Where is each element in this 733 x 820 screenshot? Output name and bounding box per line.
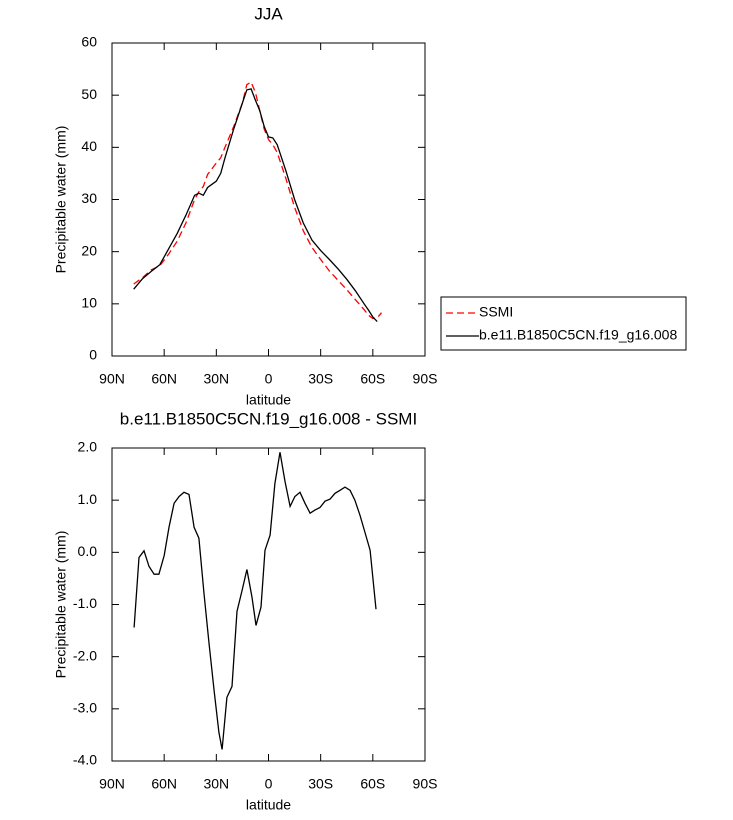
x-tick-label: 0	[265, 776, 273, 792]
y-tick-label: 0	[89, 347, 97, 363]
y-tick-label: -4.0	[73, 752, 97, 768]
x-axis-label: latitude	[246, 797, 291, 813]
chart-title: b.e11.B1850C5CN.f19_g16.008 - SSMI	[120, 409, 417, 428]
plot-frame	[111, 447, 426, 762]
y-tick-label: 0.0	[78, 543, 98, 559]
x-tick-label: 90N	[99, 776, 125, 792]
x-tick-label: 60S	[360, 371, 385, 387]
legend-box	[440, 296, 687, 351]
x-tick-label: 90N	[99, 371, 125, 387]
x-tick-label: 30S	[308, 371, 333, 387]
y-tick-label: -1.0	[73, 595, 97, 611]
x-tick-label: 30N	[203, 776, 229, 792]
legend-label: b.e11.B1850C5CN.f19_g16.008	[479, 327, 677, 343]
y-tick-label: 20	[81, 242, 97, 258]
y-tick-label: 1.0	[78, 491, 98, 507]
y-tick-label: 30	[81, 190, 97, 206]
y-tick-label: -3.0	[73, 700, 97, 716]
y-axis-label: Precipitable water (mm)	[53, 126, 69, 274]
series-line	[133, 88, 378, 323]
x-tick-label: 60S	[360, 776, 385, 792]
x-tick-label: 0	[265, 371, 273, 387]
y-tick-label: 50	[81, 86, 97, 102]
y-tick-label: -2.0	[73, 647, 97, 663]
series-line	[133, 81, 383, 320]
x-tick-label: 30N	[203, 371, 229, 387]
y-tick-label: 60	[81, 34, 97, 50]
plot-frame	[111, 42, 426, 357]
legend-label: SSMI	[479, 304, 513, 320]
x-tick-label: 90S	[413, 776, 438, 792]
x-tick-label: 30S	[308, 776, 333, 792]
x-tick-label: 60N	[151, 776, 177, 792]
y-tick-label: 2.0	[78, 439, 98, 455]
y-tick-label: 40	[81, 138, 97, 154]
chart-title: JJA	[254, 4, 283, 23]
x-tick-label: 90S	[413, 371, 438, 387]
x-axis-label: latitude	[246, 392, 291, 408]
series-line	[133, 452, 377, 750]
y-axis-label: Precipitable water (mm)	[53, 531, 69, 679]
y-tick-label: 10	[81, 295, 97, 311]
x-tick-label: 60N	[151, 371, 177, 387]
